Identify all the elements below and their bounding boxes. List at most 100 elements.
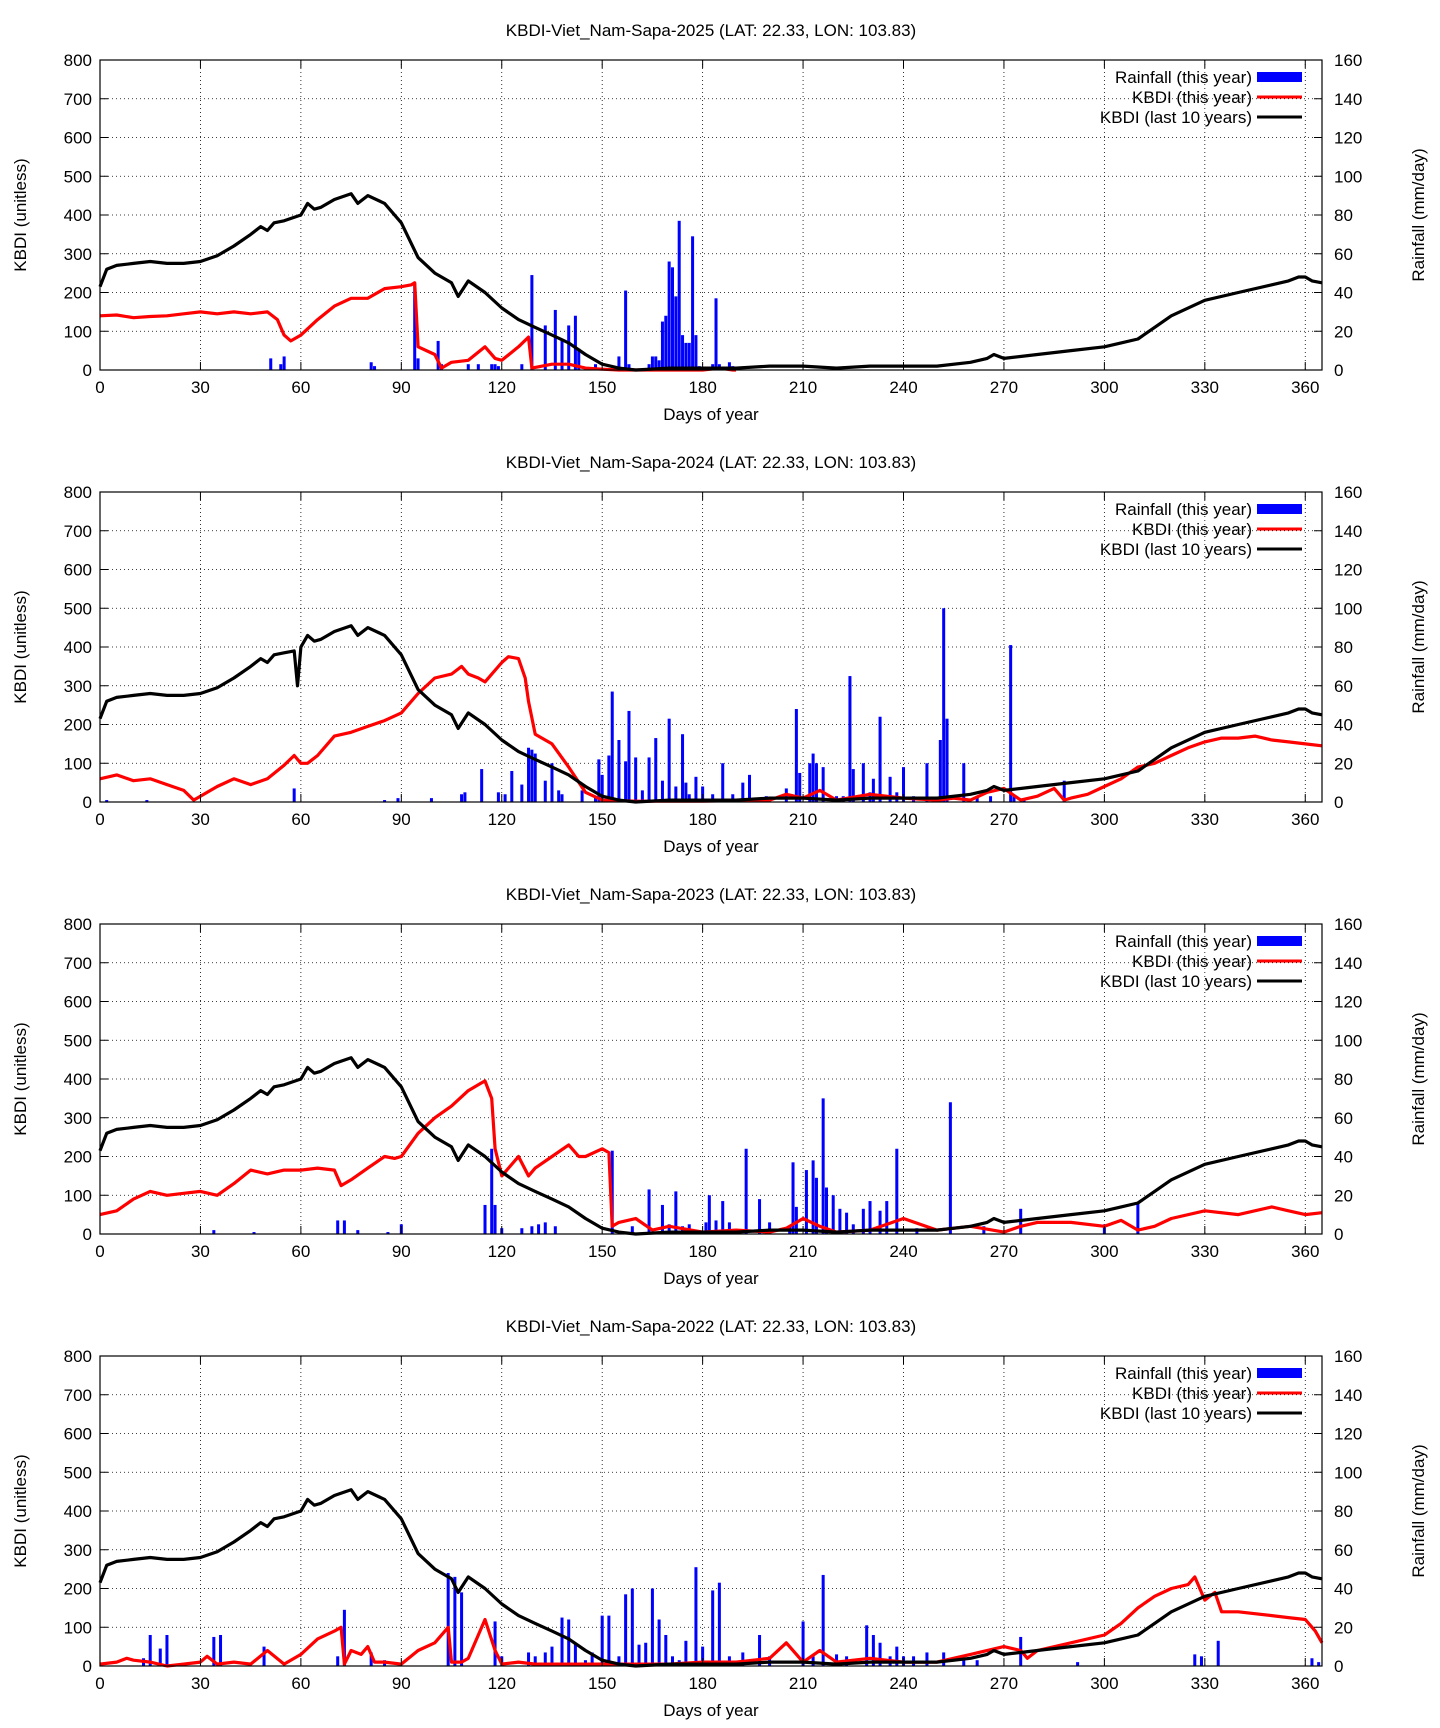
y-right-tick-label: 160 <box>1334 483 1362 502</box>
y-right-tick-label: 80 <box>1334 638 1353 657</box>
rainfall-bar <box>687 342 691 370</box>
rainfall-bar <box>550 1646 554 1666</box>
legend-label: Rainfall (this year) <box>1115 68 1252 87</box>
x-tick-label: 90 <box>392 1674 411 1693</box>
rainfall-bar <box>845 1212 849 1234</box>
rainfall-bar <box>664 1635 668 1666</box>
rainfall-bar <box>721 763 725 802</box>
y-left-tick-label: 400 <box>64 638 92 657</box>
x-tick-label: 30 <box>191 810 210 829</box>
x-axis-label: Days of year <box>663 405 759 424</box>
rainfall-bar <box>480 769 484 802</box>
x-tick-label: 30 <box>191 1674 210 1693</box>
rainfall-bar <box>814 763 818 802</box>
rainfall-bar <box>560 794 564 802</box>
x-tick-label: 330 <box>1191 810 1219 829</box>
y-left-axis-label: KBDI (unitless) <box>11 158 30 271</box>
rainfall-bar <box>356 1230 360 1234</box>
y-right-tick-label: 160 <box>1334 1347 1362 1366</box>
x-axis-label: Days of year <box>663 1269 759 1288</box>
legend-swatch-rainfall <box>1257 936 1302 946</box>
y-left-tick-label: 600 <box>64 993 92 1012</box>
y-right-tick-label: 60 <box>1334 245 1353 264</box>
rainfall-bar <box>942 608 946 802</box>
rainfall-bar <box>660 1204 664 1234</box>
rainfall-bar <box>975 1660 979 1666</box>
kbdi-this-year-line <box>99 281 737 372</box>
rainfall-bar <box>654 738 658 802</box>
legend-label: Rainfall (this year) <box>1115 932 1252 951</box>
rainfall-bar <box>744 1148 748 1234</box>
y-left-tick-label: 0 <box>83 793 92 812</box>
y-right-tick-label: 140 <box>1334 522 1362 541</box>
rainfall-bar <box>600 774 604 802</box>
rainfall-bar <box>768 1222 772 1234</box>
y-left-tick-label: 600 <box>64 1425 92 1444</box>
rainfall-bar <box>975 796 979 802</box>
rainfall-bar <box>865 1625 869 1666</box>
rainfall-bar <box>624 761 628 802</box>
kbdi-last-10-years-line <box>98 1488 1323 1668</box>
rainfall-bar <box>811 1160 815 1234</box>
x-tick-label: 30 <box>191 1242 210 1261</box>
tick-labels: 0 30 60 90 120 150 180 210 240 270 300 330 360 0 100 20… <box>64 483 1363 829</box>
rainfall-bar <box>105 800 109 802</box>
rainfall-bar <box>667 1224 671 1234</box>
rainfall-bar <box>667 261 671 370</box>
y-right-tick-label: 120 <box>1334 1425 1362 1444</box>
rainfall-bars <box>105 608 1066 802</box>
rainfall-bar <box>590 1652 594 1666</box>
x-tick-label: 270 <box>990 810 1018 829</box>
rainfall-bar <box>396 798 400 802</box>
kbdi-this-year-line <box>99 655 1323 803</box>
rainfall-bar <box>520 1228 524 1234</box>
legend: Rainfall (this year)KBDI (this year)KBDI… <box>1100 1364 1302 1423</box>
y-right-tick-label: 20 <box>1334 322 1353 341</box>
y-right-tick-label: 80 <box>1334 206 1353 225</box>
rainfall-bar <box>851 1224 855 1234</box>
rainfall-bar <box>804 1170 808 1234</box>
rainfall-bar <box>630 1226 634 1234</box>
rainfall-bar <box>885 1201 889 1234</box>
rainfall-bars <box>142 1567 1321 1666</box>
rainfall-bar <box>537 1224 541 1234</box>
y-left-tick-label: 700 <box>64 1386 92 1405</box>
rainfall-bar <box>861 763 865 802</box>
y-left-tick-label: 400 <box>64 1502 92 1521</box>
rainfall-bar <box>533 753 537 802</box>
rainfall-bar <box>553 1226 557 1234</box>
y-left-axis-label: KBDI (unitless) <box>11 1454 30 1567</box>
y-right-tick-label: 80 <box>1334 1070 1353 1089</box>
legend-label: KBDI (last 10 years) <box>1100 108 1252 127</box>
rainfall-bar <box>888 776 892 802</box>
rainfall-bar <box>573 315 577 370</box>
x-axis-label: Days of year <box>663 837 759 856</box>
rainfall-bar <box>453 1576 457 1666</box>
x-tick-label: 180 <box>688 378 716 397</box>
y-right-tick-label: 120 <box>1334 993 1362 1012</box>
y-left-tick-label: 100 <box>64 754 92 773</box>
rainfall-bar <box>654 356 658 370</box>
rainfall-bar <box>617 356 621 370</box>
rainfall-bar <box>617 740 621 802</box>
x-tick-label: 300 <box>1090 810 1118 829</box>
rainfall-bar <box>684 782 688 802</box>
rainfall-bar <box>577 348 581 370</box>
x-tick-label: 0 <box>95 810 104 829</box>
rainfall-bar <box>1076 1662 1080 1666</box>
rainfall-bar <box>493 1621 497 1666</box>
rainfall-bar <box>670 267 675 370</box>
rainfall-bar <box>895 1646 899 1666</box>
chart-title: KBDI-Viet_Nam-Sapa-2022 (LAT: 22.33, LON… <box>506 1317 916 1336</box>
x-tick-label: 60 <box>291 378 310 397</box>
rainfall-bar <box>336 1656 340 1666</box>
rainfall-bar <box>687 794 691 802</box>
legend-label: KBDI (this year) <box>1132 1384 1252 1403</box>
x-tick-label: 210 <box>789 378 817 397</box>
rainfall-bar <box>624 290 628 370</box>
tick-labels: 0 30 60 90 120 150 180 210 240 270 300 330 360 0 100 20… <box>64 1347 1363 1693</box>
x-tick-label: 90 <box>392 378 411 397</box>
rainfall-bar <box>496 792 500 802</box>
rainfall-bar <box>634 757 638 802</box>
